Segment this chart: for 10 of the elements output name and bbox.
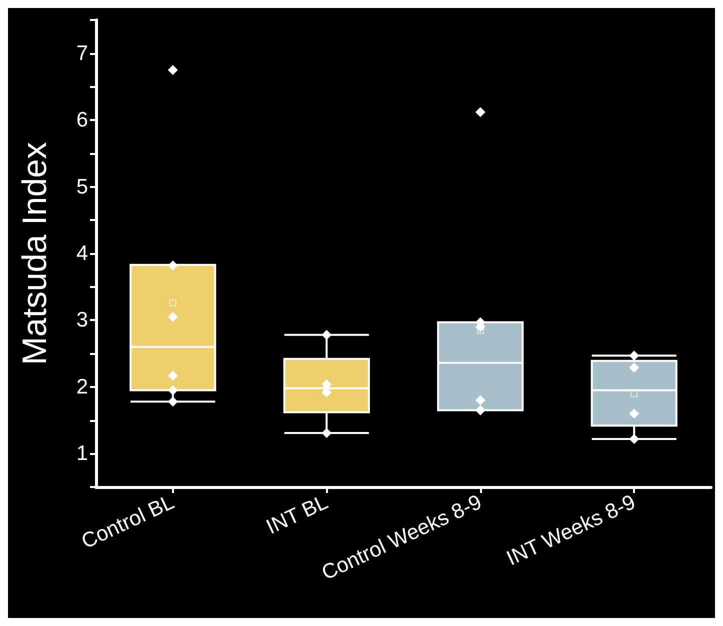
y-tick-label: 4 [76, 242, 88, 265]
y-tick-label: 1 [76, 442, 88, 466]
x-tick-label: INT Weeks 8-9 [503, 490, 639, 570]
y-tick-label: 3 [76, 308, 88, 332]
y-axis-title: Matsuda Index [16, 142, 54, 366]
y-tick-label: 6 [76, 108, 88, 132]
x-tick-label: INT BL [262, 490, 332, 539]
y-tick-label: 5 [76, 175, 88, 198]
y-tick-label: 2 [76, 375, 88, 398]
y-tick-label: 7 [76, 42, 88, 65]
